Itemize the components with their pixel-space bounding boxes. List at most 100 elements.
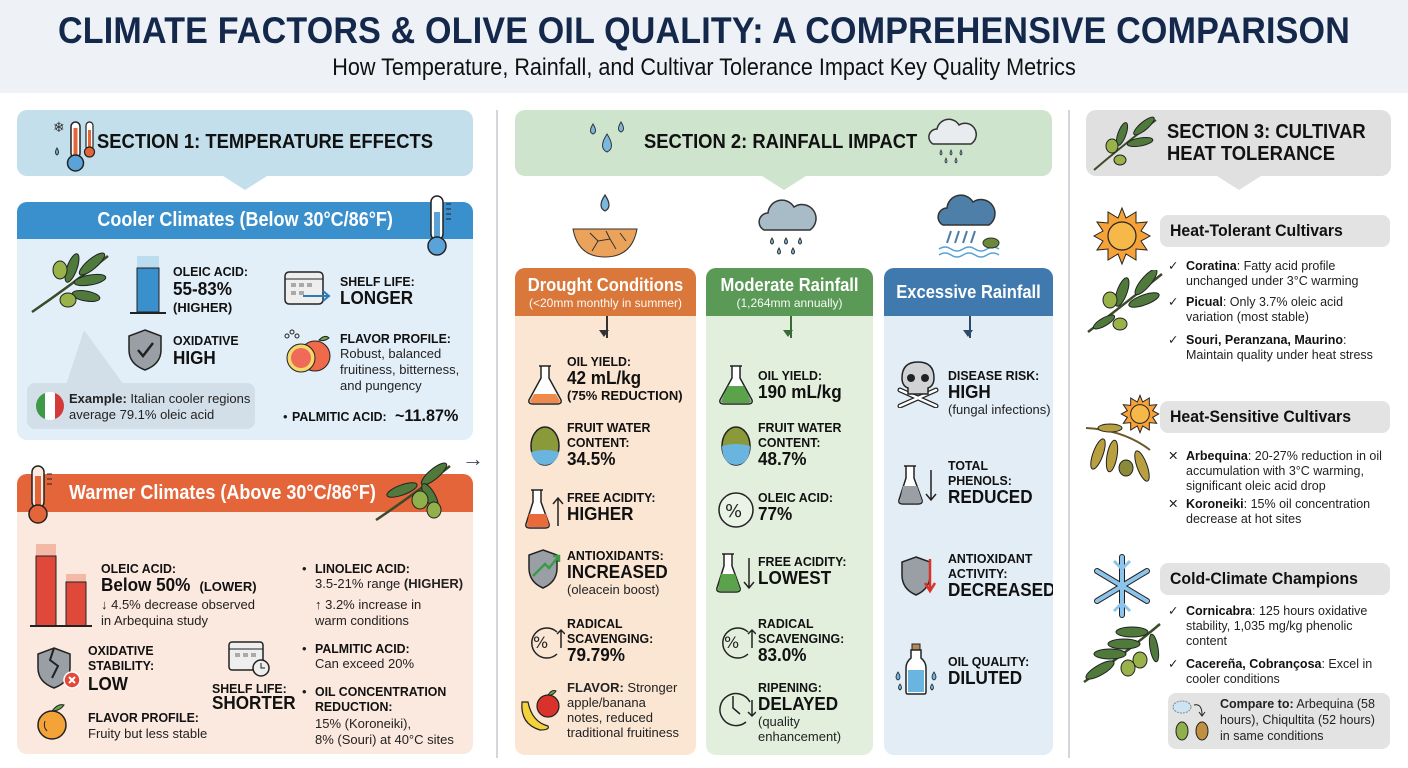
metric-value: 77% xyxy=(758,504,793,524)
section2-title: SECTION 2: RAINFALL IMPACT xyxy=(644,131,918,153)
skull-crossbones-icon xyxy=(897,361,939,408)
moderate-column: Moderate Rainfall (1,264mm annually) OIL… xyxy=(706,268,873,755)
compare-bold: Compare to: xyxy=(1220,697,1294,711)
metric-note: (fungal infections) xyxy=(948,402,1051,417)
moderate-title: Moderate Rainfall xyxy=(720,274,859,295)
heat-tolerant-header: Heat-Tolerant Cultivars xyxy=(1160,215,1390,247)
section3-header: SECTION 3: CULTIVAR HEAT TOLERANCE xyxy=(1086,110,1391,190)
bottle-splash-icon xyxy=(895,643,937,695)
svg-text:❄: ❄ xyxy=(53,119,65,135)
compare-line3: in same conditions xyxy=(1220,729,1324,743)
metric-body: OIL YIELD: 190 mL/kg xyxy=(758,368,846,402)
water-drops-icon xyxy=(590,121,624,153)
cooler-flavor-line: and pungency xyxy=(340,378,422,393)
metric-value: 34.5% xyxy=(567,449,616,469)
sun-icon xyxy=(1120,394,1160,434)
thermometer-hot-icon xyxy=(28,465,52,524)
bullet-line: content xyxy=(1186,634,1228,648)
moderate-metric-ripening: RIPENING: DELAYED (quality enhancement) xyxy=(706,680,873,750)
metric-body: RIPENING: DELAYED (quality enhancement) xyxy=(758,680,842,744)
metric-text: Stronger xyxy=(623,680,678,695)
snowflake-icon xyxy=(1094,554,1150,618)
metric-body: OIL QUALITY: DILUTED xyxy=(948,654,1033,688)
check-icon: ✓ xyxy=(1168,657,1179,671)
cooler-palmitic: • PALMITIC ACID: ~11.87% xyxy=(283,406,459,425)
excessive-metric-oil-quality: OIL QUALITY: DILUTED xyxy=(884,643,1053,706)
warmer-oilconc-line: 8% (Souri) at 40°C sites xyxy=(315,732,454,747)
percent-up-icon: % xyxy=(722,627,756,659)
bullet-text: Cornicabra: 125 hours oxidative stability… xyxy=(1186,604,1367,649)
drought-cracked-earth-icon xyxy=(572,193,638,258)
arrow-head xyxy=(963,330,973,337)
metric-body: FRUIT WATER CONTENT: 34.5% xyxy=(567,420,655,469)
metric-label: RADICAL xyxy=(567,616,623,631)
olive-branch-icon xyxy=(1083,623,1161,684)
metric-note: (oleacein boost) xyxy=(567,582,660,597)
pointer xyxy=(761,176,806,190)
metric-body: DISEASE RISK: HIGH (fungal infections) xyxy=(948,368,1051,417)
metric-label: PHENOLS: xyxy=(948,473,1012,488)
olive-branch-icon xyxy=(375,462,451,522)
bullet-dot: • xyxy=(302,684,307,699)
metric-value: REDUCED xyxy=(948,487,1033,507)
cultivar-name: Cacereña, Cobrançosa xyxy=(1186,657,1322,671)
bullet-line: : Only 3.7% oleic acid xyxy=(1222,295,1344,309)
bullet-line: : 15% oil concentration xyxy=(1243,497,1371,511)
metric-value: DECREASED xyxy=(948,580,1053,600)
excessive-header: Excessive Rainfall xyxy=(884,268,1053,316)
metric-text: notes, reduced xyxy=(567,710,654,725)
percent-up-icon: % xyxy=(531,627,565,659)
bullet-line: : Excel in xyxy=(1321,657,1373,671)
metric-value: DILUTED xyxy=(948,668,1023,688)
cultivar-name: Arbequina xyxy=(1186,449,1248,463)
metric-body: ANTIOXIDANTS: INCREASED (oleacein boost) xyxy=(567,548,673,597)
shield-down-icon xyxy=(901,556,937,596)
warmer-oleic-value: Below 50% xyxy=(101,575,191,595)
warmer-climates-card: Warmer Climates (Above 30°C/86°F) xyxy=(17,474,473,754)
section3-title: SECTION 3: CULTIVAR HEAT TOLERANCE xyxy=(1167,121,1366,165)
compare-line2: hours), Chiqultita (52 hours) xyxy=(1220,713,1375,727)
warmer-oleic-value-row: Below 50% (LOWER) xyxy=(101,576,257,596)
drought-metric-free-acidity: FREE ACIDITY: HIGHER xyxy=(515,489,696,534)
heavy-rain-flood-icon xyxy=(937,194,1000,258)
metric-label: TOTAL xyxy=(948,458,989,473)
drought-column: Drought Conditions (<20mm monthly in sum… xyxy=(515,268,696,755)
warmer-linoleic-range: 3.5-21% range (HIGHER) xyxy=(315,576,463,591)
section3-title-line: HEAT TOLERANCE xyxy=(1167,143,1336,165)
metric-body: TOTAL PHENOLS: REDUCED xyxy=(948,458,1037,507)
bullet-line: stability, 1,035 mg/kg phenolic xyxy=(1186,619,1353,633)
cooler-flavor-line: Robust, balanced xyxy=(340,346,442,361)
compare-callout: Compare to: Arbequina (58 hours), Chiqul… xyxy=(1168,693,1390,749)
citrus-fruit-icon xyxy=(284,329,331,373)
bullet-line: significant oleic acid drop xyxy=(1186,479,1326,493)
drought-title: Drought Conditions xyxy=(527,274,684,295)
metric-note: (75% REDUCTION) xyxy=(567,388,683,403)
warmer-oleic-change: ↓ 4.5% decrease observed xyxy=(101,597,255,612)
metric-label: FRUIT WATER xyxy=(758,420,842,435)
drought-metric-oil-yield: OIL YIELD: 42 mL/kg (75% REDUCTION) xyxy=(515,354,696,410)
warmer-oilconc-label: OIL CONCENTRATION xyxy=(315,684,447,699)
metric-label: OLEIC ACID: xyxy=(758,490,834,505)
broken-shield-icon xyxy=(37,647,81,689)
page-subtitle: How Temperature, Rainfall, and Cultivar … xyxy=(332,54,1076,81)
bullet-text: Cacereña, Cobrançosa: Excel in cooler con… xyxy=(1186,657,1372,687)
warmer-linoleic-change: warm conditions xyxy=(315,613,409,628)
thermometer-cool-icon xyxy=(427,195,451,256)
warmer-oleic-label: OLEIC ACID: xyxy=(101,561,177,576)
metric-body: ANTIOXIDANT ACTIVITY: DECREASED xyxy=(948,551,1053,600)
cultivar-name: Coratina xyxy=(1186,259,1237,273)
warmer-palmitic-label: PALMITIC ACID: xyxy=(315,641,410,656)
x-mark-icon: ✕ xyxy=(1168,449,1179,463)
olive-water-icon xyxy=(721,426,751,466)
metric-value: 190 mL/kg xyxy=(758,382,842,402)
drought-subtitle: (<20mm monthly in summer) xyxy=(528,295,683,310)
warmer-card-title: Warmer Climates (Above 30°C/86°F) xyxy=(69,481,376,504)
metric-label: FRUIT WATER xyxy=(567,420,651,435)
olive-branch-icon xyxy=(1087,270,1163,333)
warmer-linoleic-change: ↑ 3.2% increase in xyxy=(315,597,422,612)
oleic-bar-icon xyxy=(130,256,166,314)
shield-up-icon xyxy=(528,549,561,589)
drought-metric-flavor: FLAVOR: Stronger apple/banana notes, red… xyxy=(515,680,696,746)
warmer-oxidative-label2: STABILITY: xyxy=(88,658,155,673)
bullet-line: : 20-27% reduction in oil xyxy=(1247,449,1382,463)
